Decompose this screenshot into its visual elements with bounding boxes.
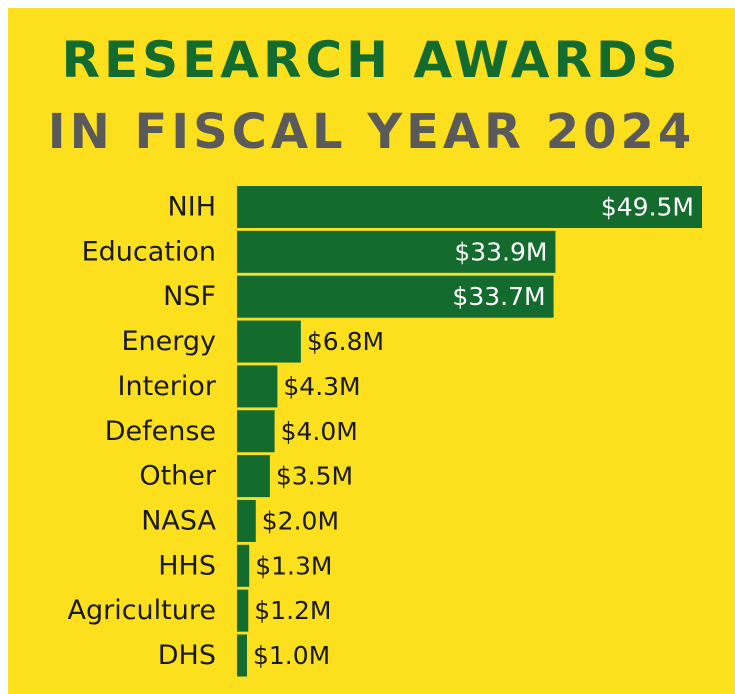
bar-nasa: [237, 499, 256, 542]
category-label: NIH: [168, 192, 216, 223]
category-label: Interior: [118, 371, 217, 402]
category-label: Other: [139, 461, 217, 492]
data-label: $1.2M: [254, 596, 331, 625]
data-label: $2.0M: [262, 506, 339, 535]
bar-chart: NIH $49.5M Education $33.9M NSF $33.7M Energy $…: [68, 186, 702, 677]
data-label: $3.5M: [276, 462, 353, 491]
bar-nih: [237, 186, 702, 228]
chart-background: RESEARCH AWARDS IN FISCAL YEAR 2024 NIH $…: [8, 8, 735, 694]
category-label: NASA: [141, 505, 216, 536]
bar-interior: [237, 365, 278, 408]
data-label: $1.3M: [255, 551, 332, 580]
category-label: HHS: [158, 550, 216, 581]
bar-nsf: [237, 275, 554, 318]
bar-dhs: [237, 634, 247, 677]
bar-other: [237, 455, 270, 498]
category-label: Energy: [121, 326, 216, 357]
data-label: $33.7M: [452, 282, 545, 311]
category-label: Defense: [105, 416, 216, 447]
data-label: $33.9M: [454, 237, 547, 266]
bar-education: [237, 230, 556, 273]
data-label: $6.8M: [307, 327, 384, 356]
category-label: Education: [82, 236, 216, 267]
data-label: $4.3M: [283, 372, 360, 401]
category-label: NSF: [163, 281, 216, 312]
data-label: $4.0M: [281, 417, 358, 446]
category-label: Agriculture: [68, 595, 217, 626]
bar-agriculture: [237, 589, 249, 632]
category-label: DHS: [158, 640, 216, 671]
data-label: $49.5M: [601, 193, 694, 222]
chart-title-line2: IN FISCAL YEAR 2024: [47, 104, 696, 160]
bar-hhs: [237, 544, 250, 587]
bar-defense: [237, 410, 275, 453]
bar-energy: [237, 320, 301, 363]
chart-title-line1: RESEARCH AWARDS: [61, 31, 682, 89]
data-label: $1.0M: [253, 641, 330, 670]
